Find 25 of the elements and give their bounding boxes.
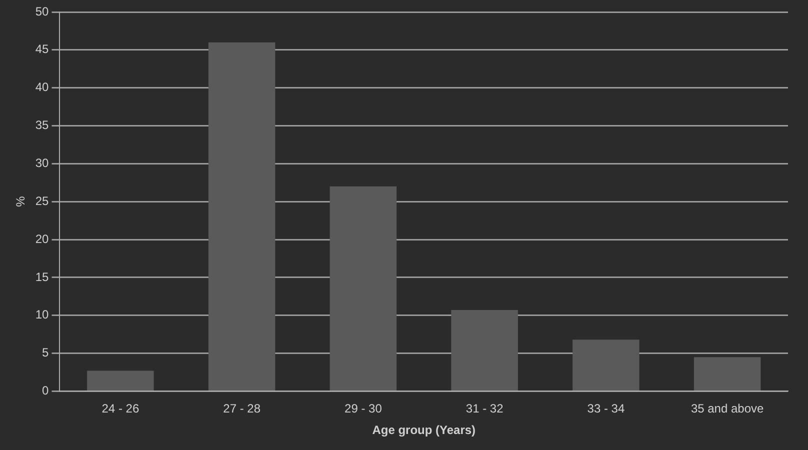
y-tick-label: 35 [35, 118, 50, 132]
y-tick-label: 50 [35, 4, 50, 18]
y-tick-label: 0 [42, 384, 50, 398]
x-tick-label: 27 - 28 [223, 402, 261, 416]
bar [451, 310, 518, 390]
y-axis-title: % [14, 196, 28, 207]
y-tick-label: 25 [35, 194, 50, 208]
bar [330, 186, 397, 390]
x-tick-label: 31 - 32 [466, 402, 504, 416]
bar [208, 42, 276, 390]
y-tick-label: 5 [42, 346, 50, 360]
bar [572, 340, 640, 390]
y-tick-label: 40 [35, 80, 50, 94]
x-tick-label: 33 - 34 [587, 402, 625, 416]
y-tick-label: 10 [35, 308, 50, 322]
y-tick-label: 15 [35, 270, 50, 284]
bar [87, 370, 154, 390]
bar [694, 357, 761, 390]
y-tick-label: 30 [35, 156, 50, 170]
y-tick-label: 20 [35, 232, 50, 246]
x-axis-title: Age group (Years) [372, 423, 476, 438]
x-tick-label: 29 - 30 [344, 402, 382, 416]
x-tick-label: 24 - 26 [102, 402, 140, 416]
y-tick-label: 45 [35, 42, 50, 56]
x-tick-label: 35 and above [690, 402, 764, 416]
